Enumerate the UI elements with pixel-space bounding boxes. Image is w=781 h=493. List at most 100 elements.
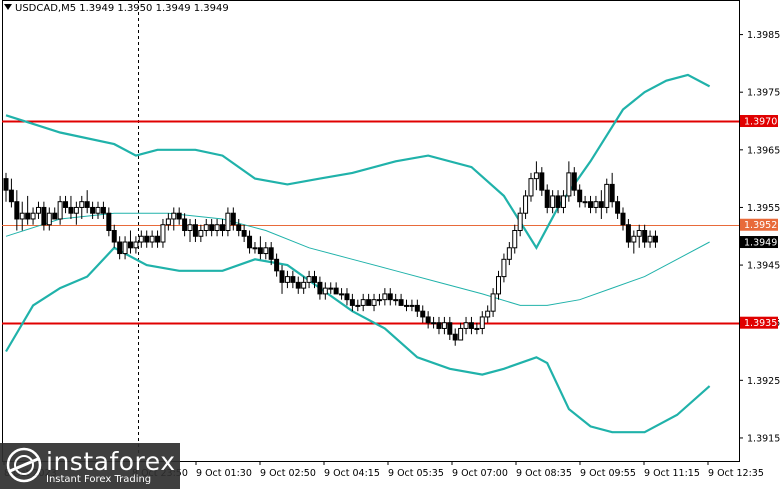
candle-body xyxy=(642,230,648,243)
candle-body xyxy=(393,299,399,302)
candle-body xyxy=(539,172,545,191)
candle-body xyxy=(333,287,339,295)
candle-body xyxy=(106,212,112,231)
candle-body xyxy=(555,195,561,208)
candle-body xyxy=(144,235,150,243)
x-tick-label: 9 Oct 05:35 xyxy=(388,468,444,479)
logo-tagline: Instant Forex Trading xyxy=(46,474,152,485)
x-tick-label: 9 Oct 12:35 xyxy=(708,468,764,479)
candle-body xyxy=(550,195,556,208)
candle-body xyxy=(263,247,269,255)
candle-body xyxy=(604,183,610,208)
bollinger-upper-band xyxy=(5,73,711,250)
candle-body xyxy=(339,293,345,296)
candle-body xyxy=(257,247,263,255)
candle-body xyxy=(420,310,426,318)
candle-body xyxy=(458,327,464,341)
candle-body xyxy=(582,201,588,204)
candle-body xyxy=(360,299,366,306)
candle-body xyxy=(609,183,615,203)
logo-wordmark: instaforex xyxy=(46,447,176,476)
candle-body xyxy=(588,201,594,208)
candle-body xyxy=(560,195,566,208)
candle-body xyxy=(73,206,79,214)
candle-body xyxy=(571,172,577,191)
candle-body xyxy=(290,276,296,283)
x-tick-label: 9 Oct 02:50 xyxy=(260,468,316,479)
candle-body xyxy=(322,287,328,295)
level-badge-1.3952-bg xyxy=(740,218,778,231)
y-tick-label: 1.3985 xyxy=(747,30,780,41)
candle-body xyxy=(241,230,247,237)
candle-body xyxy=(149,235,155,243)
candle-body xyxy=(155,235,161,243)
candle-body xyxy=(225,212,231,231)
symbol-header: USDCAD,M5 1.3949 1.3950 1.3949 1.3949 xyxy=(4,3,229,14)
x-tick-label: 9 Oct 08:35 xyxy=(516,468,572,479)
candle-body xyxy=(490,293,496,312)
candle-body xyxy=(19,212,25,220)
candle-body xyxy=(512,230,518,249)
candle-body xyxy=(203,224,209,232)
candle-body xyxy=(57,201,63,220)
candle-body xyxy=(122,241,128,255)
candle-body xyxy=(344,293,350,301)
candle-body xyxy=(311,276,317,283)
candle-body xyxy=(52,212,58,220)
candle-body xyxy=(409,304,415,307)
candle-body xyxy=(25,212,31,220)
candle-body xyxy=(436,322,442,329)
candle-body xyxy=(165,218,171,226)
candle-body xyxy=(371,299,377,306)
candle-body xyxy=(8,189,14,203)
candle-body xyxy=(41,206,47,226)
candle-body xyxy=(382,293,388,301)
candle-body xyxy=(63,201,69,208)
candle-body xyxy=(593,201,599,208)
candle-body xyxy=(160,224,166,243)
candle-body xyxy=(176,212,182,220)
level-badge-1.3970-bg xyxy=(740,115,778,128)
candle-body xyxy=(219,224,225,232)
candle-body xyxy=(171,212,177,220)
candle-body xyxy=(230,212,236,226)
candle-body xyxy=(138,235,144,243)
candle-body xyxy=(631,235,637,243)
candle-body xyxy=(496,276,502,295)
candle-body xyxy=(3,178,9,191)
candle-body xyxy=(517,212,523,231)
candle-body xyxy=(387,293,393,301)
candle-body xyxy=(625,224,631,243)
candle-body xyxy=(30,212,36,220)
instaforex-logo-icon xyxy=(6,447,42,483)
candle-body xyxy=(295,281,301,289)
candle-body xyxy=(349,299,355,306)
candle-body xyxy=(198,230,204,237)
candle-body xyxy=(501,258,507,278)
y-tick-label: 1.3955 xyxy=(747,203,780,214)
candle-body xyxy=(192,224,198,237)
candle-body xyxy=(100,206,106,214)
candle-body xyxy=(533,172,539,180)
current-price-badge: 1.3949 xyxy=(744,238,777,249)
y-tick-label: 1.3915 xyxy=(747,433,780,444)
candle-body xyxy=(90,206,96,214)
x-tick-label: 9 Oct 09:55 xyxy=(580,468,636,479)
candle-body xyxy=(284,276,290,283)
candle-body xyxy=(431,322,437,325)
candle-body xyxy=(485,310,491,318)
current-price-badge-bg xyxy=(740,236,778,249)
candle-body xyxy=(598,201,604,208)
candle-body xyxy=(79,201,85,208)
candle-body xyxy=(274,258,280,272)
instaforex-logo: instaforex Instant Forex Trading xyxy=(0,443,180,489)
candle-body xyxy=(14,201,20,220)
candle-body xyxy=(523,195,529,214)
candle-body xyxy=(214,224,220,232)
candle-body xyxy=(306,276,312,283)
candle-body xyxy=(452,333,458,341)
candle-body xyxy=(615,201,621,214)
candle-body xyxy=(414,304,420,312)
